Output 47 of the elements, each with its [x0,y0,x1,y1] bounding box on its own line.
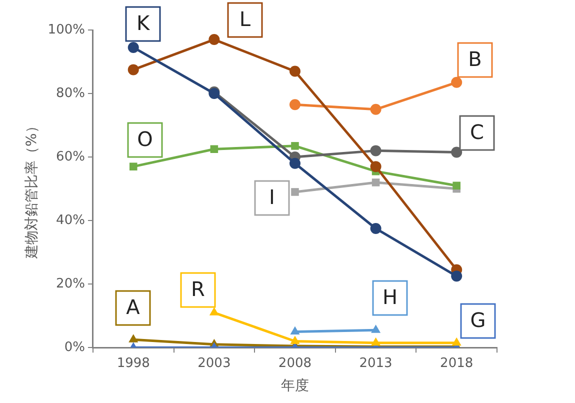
point [128,64,139,76]
point [128,334,138,342]
point [128,42,139,53]
x-tick-label: 2018 [440,356,474,371]
series-label: K [136,11,150,36]
y-tick-label: 60% [56,149,85,164]
y-axis-title: 建物対鉛管比率（%） [24,119,40,260]
point [209,307,219,316]
series-label: H [382,285,398,310]
point [370,145,382,156]
point [370,161,382,172]
series-label: R [191,277,206,302]
series-label: L [239,7,252,32]
y-tick-label: 20% [56,276,85,292]
series-label: A [126,295,140,320]
point [129,162,138,170]
series-label: B [468,47,482,72]
x-tick-label: 2013 [359,356,392,371]
point [210,145,218,153]
point [289,99,300,110]
point [289,158,300,169]
point [451,76,462,88]
point [290,336,300,344]
series-label: O [137,127,153,152]
point [291,188,299,196]
x-tick-label: 2003 [198,356,231,371]
point [370,104,382,115]
point [451,270,462,282]
point [452,337,462,346]
point [372,178,380,186]
x-tick-label: 2008 [278,356,312,371]
y-tick-label: 0% [64,340,85,355]
point [289,66,300,77]
point [208,34,220,46]
series-label: I [269,185,275,210]
y-tick-label: 80% [56,86,85,101]
point [451,146,462,158]
point [371,337,381,346]
x-tick-label: 1998 [116,356,150,371]
point [452,182,460,190]
point [291,142,299,150]
y-tick-label: 100% [48,22,85,38]
y-tick-label: 40% [56,212,85,228]
series-label: C [470,120,484,144]
point [370,223,382,234]
x-axis-title: 年度 [280,378,309,394]
series-label: G [470,308,486,332]
